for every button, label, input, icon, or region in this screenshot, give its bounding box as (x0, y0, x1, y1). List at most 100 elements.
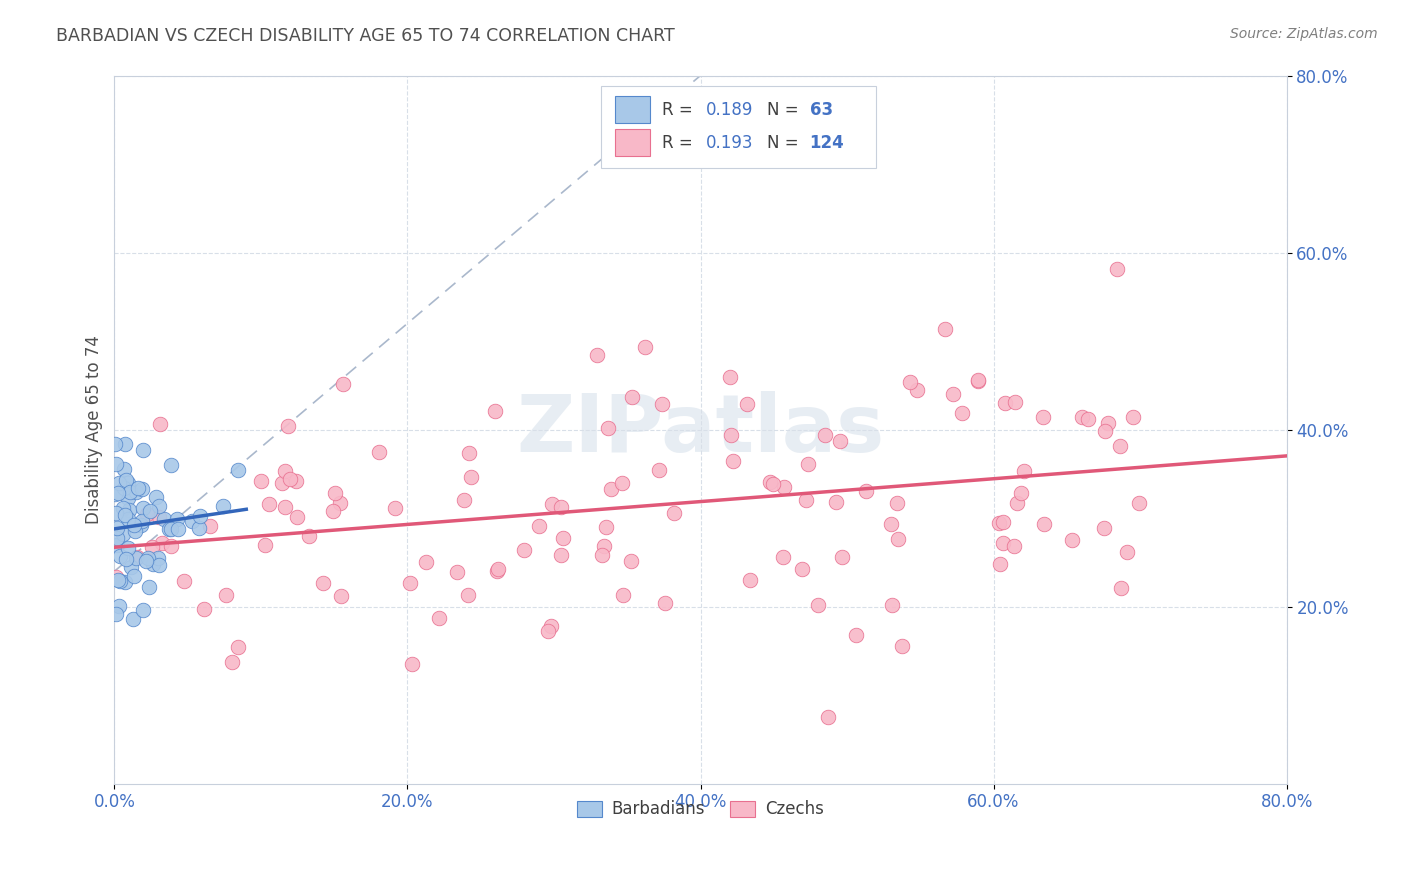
Point (595, 520, 617, 534)
Point (427, 610, 450, 624)
Point (112, 527, 135, 541)
Point (149, 417, 172, 432)
Point (993, 535, 1015, 549)
Point (125, 549, 148, 564)
Point (273, 464, 295, 478)
Point (384, 501, 406, 516)
Point (1060, 533, 1083, 547)
Point (104, 570, 127, 584)
Point (905, 383, 928, 397)
Point (105, 506, 128, 520)
Point (312, 576, 335, 591)
Point (457, 587, 479, 601)
Point (250, 475, 273, 489)
Point (814, 428, 837, 442)
Point (145, 490, 167, 504)
Legend: Barbadians, Czechs: Barbadians, Czechs (571, 794, 831, 825)
Point (891, 639, 914, 653)
Point (105, 538, 128, 552)
Point (150, 536, 173, 550)
Point (215, 588, 238, 602)
Point (1092, 520, 1115, 534)
Text: 124: 124 (810, 134, 844, 152)
Point (401, 657, 423, 671)
Point (988, 558, 1011, 572)
Point (298, 529, 321, 543)
Point (620, 390, 643, 404)
Point (132, 603, 155, 617)
Point (952, 406, 974, 420)
Point (285, 510, 308, 524)
Point (212, 500, 235, 514)
Point (125, 551, 148, 566)
Point (160, 540, 183, 554)
Point (332, 377, 354, 392)
Point (586, 348, 609, 362)
Point (135, 554, 157, 568)
Point (278, 472, 301, 486)
Point (994, 396, 1017, 410)
Point (120, 559, 142, 574)
Point (620, 554, 643, 568)
Text: BARBADIAN VS CZECH DISABILITY AGE 65 TO 74 CORRELATION CHART: BARBADIAN VS CZECH DISABILITY AGE 65 TO … (56, 27, 675, 45)
Point (1032, 517, 1054, 532)
Point (181, 514, 204, 528)
Y-axis label: Disability Age 65 to 74: Disability Age 65 to 74 (86, 335, 103, 524)
Point (226, 640, 249, 654)
Point (153, 512, 176, 526)
Point (329, 496, 352, 510)
Point (1128, 496, 1150, 510)
Point (446, 565, 468, 579)
Point (934, 322, 956, 336)
Point (107, 486, 129, 500)
Text: 0.189: 0.189 (706, 101, 754, 119)
Point (1012, 465, 1035, 479)
Point (190, 509, 212, 524)
Point (226, 463, 249, 477)
Point (1097, 417, 1119, 431)
Point (398, 575, 420, 590)
FancyBboxPatch shape (600, 87, 876, 168)
Point (773, 480, 796, 494)
Point (135, 507, 157, 521)
Point (651, 397, 673, 411)
Point (610, 476, 633, 491)
Point (664, 506, 686, 520)
Point (735, 397, 758, 411)
Point (107, 573, 129, 587)
Point (148, 558, 170, 573)
Text: ZIPatlas: ZIPatlas (516, 391, 884, 468)
Point (486, 562, 509, 576)
Point (513, 543, 536, 558)
Text: 63: 63 (810, 101, 832, 119)
Point (122, 568, 145, 582)
Point (173, 574, 195, 588)
Text: 0.193: 0.193 (706, 134, 754, 152)
Point (1004, 395, 1026, 409)
Point (114, 437, 136, 451)
Point (124, 524, 146, 538)
Point (107, 476, 129, 491)
Point (762, 476, 785, 491)
Point (855, 483, 877, 498)
Point (141, 540, 163, 554)
Point (942, 386, 965, 401)
Point (108, 549, 131, 564)
FancyBboxPatch shape (614, 96, 650, 123)
Point (485, 565, 508, 579)
Point (551, 531, 574, 545)
Point (368, 444, 391, 458)
Point (112, 481, 135, 495)
Point (527, 519, 550, 533)
Point (114, 508, 136, 523)
Point (1109, 581, 1132, 595)
Point (115, 551, 138, 566)
Point (117, 491, 139, 506)
Point (1070, 410, 1092, 425)
Point (166, 512, 188, 526)
Point (967, 373, 990, 387)
Point (772, 550, 794, 565)
Point (323, 486, 346, 500)
Point (122, 612, 145, 626)
Point (157, 522, 180, 536)
